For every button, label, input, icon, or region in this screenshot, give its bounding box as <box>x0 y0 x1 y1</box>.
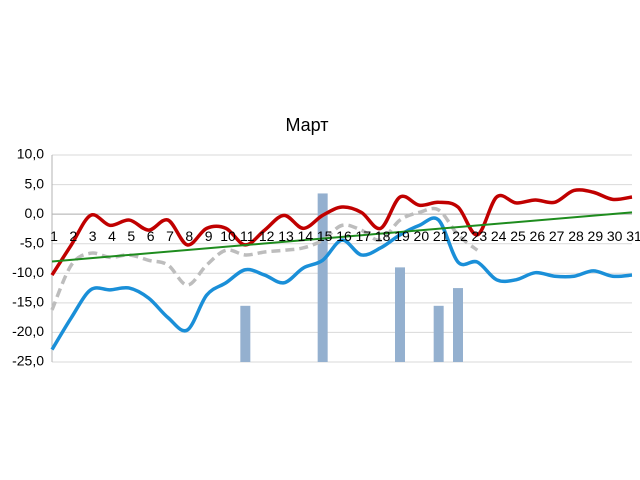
x-tick-label: 12 <box>259 228 275 244</box>
x-tick-label: 30 <box>607 228 623 244</box>
x-tick-label: 8 <box>185 228 193 244</box>
x-tick-label: 31 <box>626 228 640 244</box>
x-tick-label: 2 <box>69 228 77 244</box>
x-tick-label: 20 <box>414 228 430 244</box>
x-tick-label: 18 <box>375 228 391 244</box>
bar <box>317 193 328 362</box>
x-tick-label: 29 <box>588 228 604 244</box>
x-tick-label: 10 <box>220 228 236 244</box>
x-tick-label: 5 <box>127 228 135 244</box>
x-tick-label: 28 <box>568 228 584 244</box>
x-tick-label: 7 <box>166 228 174 244</box>
x-tick-label: 23 <box>472 228 488 244</box>
y-tick-label: -15,0 <box>12 294 44 310</box>
x-tick-label: 16 <box>336 228 352 244</box>
x-tick-label: 3 <box>89 228 97 244</box>
x-tick-label: 24 <box>491 228 507 244</box>
y-tick-label: 5,0 <box>25 175 45 191</box>
x-tick-label: 21 <box>433 228 449 244</box>
x-tick-label: 17 <box>356 228 372 244</box>
x-tick-label: 9 <box>205 228 213 244</box>
y-tick-label: -5,0 <box>20 234 44 250</box>
x-tick-label: 25 <box>510 228 526 244</box>
y-tick-label: -10,0 <box>12 264 44 280</box>
chart-title: Март <box>285 115 328 135</box>
x-tick-label: 13 <box>278 228 294 244</box>
x-tick-label: 15 <box>317 228 333 244</box>
x-tick-label: 19 <box>394 228 410 244</box>
y-tick-label: 10,0 <box>17 146 44 162</box>
bar <box>433 305 444 362</box>
x-tick-label: 27 <box>549 228 565 244</box>
line-series <box>50 188 633 277</box>
x-tick-label: 4 <box>108 228 116 244</box>
bar <box>453 288 463 362</box>
line-series <box>50 216 633 351</box>
y-tick-label: -20,0 <box>12 323 44 339</box>
x-tick-label: 22 <box>452 228 468 244</box>
bar <box>240 305 251 362</box>
x-tick-label: 14 <box>298 228 314 244</box>
x-tick-label: 11 <box>240 228 255 244</box>
y-tick-label: -25,0 <box>12 353 44 369</box>
x-tick-label: 6 <box>147 228 155 244</box>
trend-line <box>51 211 633 263</box>
y-tick-label: 0,0 <box>25 205 45 221</box>
x-tick-label: 26 <box>530 228 546 244</box>
x-tick-label: 1 <box>50 228 58 244</box>
bar <box>395 267 405 362</box>
